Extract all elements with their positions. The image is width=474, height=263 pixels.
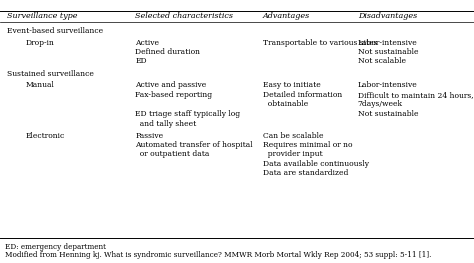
Text: Detailed information: Detailed information [263, 91, 342, 99]
Text: and tally sheet: and tally sheet [135, 120, 196, 128]
Text: or outpatient data: or outpatient data [135, 150, 210, 158]
Text: Automated transfer of hospital: Automated transfer of hospital [135, 141, 253, 149]
Text: Surveillance type: Surveillance type [7, 12, 78, 20]
Text: Labor-intensive: Labor-intensive [358, 82, 418, 89]
Text: ED triage staff typically log: ED triage staff typically log [135, 110, 240, 118]
Text: provider input: provider input [263, 150, 323, 158]
Text: Advantages: Advantages [263, 12, 310, 20]
Text: 7days/week: 7days/week [358, 100, 403, 108]
Text: Not sustainable: Not sustainable [358, 48, 419, 56]
Text: Difficult to maintain 24 hours,: Difficult to maintain 24 hours, [358, 91, 474, 99]
Text: Electronic: Electronic [26, 132, 65, 140]
Text: Disadvantages: Disadvantages [358, 12, 417, 20]
Text: Active: Active [135, 39, 159, 47]
Text: ED: ED [135, 57, 147, 65]
Text: Sustained surveillance: Sustained surveillance [7, 70, 94, 78]
Text: Data are standardized: Data are standardized [263, 169, 348, 177]
Text: Fax-based reporting: Fax-based reporting [135, 91, 212, 99]
Text: ED: emergency department: ED: emergency department [5, 243, 106, 251]
Text: Data available continuously: Data available continuously [263, 160, 369, 168]
Text: Requires minimal or no: Requires minimal or no [263, 141, 353, 149]
Text: Selected characteristics: Selected characteristics [135, 12, 233, 20]
Text: Not scalable: Not scalable [358, 57, 406, 65]
Text: Manual: Manual [26, 82, 55, 89]
Text: Event-based surveillance: Event-based surveillance [7, 27, 103, 35]
Text: Easy to initiate: Easy to initiate [263, 82, 321, 89]
Text: Transportable to various sites: Transportable to various sites [263, 39, 378, 47]
Text: Active and passive: Active and passive [135, 82, 206, 89]
Text: obtainable: obtainable [263, 100, 308, 108]
Text: Not sustainable: Not sustainable [358, 110, 419, 118]
Text: Can be scalable: Can be scalable [263, 132, 324, 140]
Text: Passive: Passive [135, 132, 163, 140]
Text: Modified from Henning kj. What is syndromic surveillance? MMWR Morb Mortal Wkly : Modified from Henning kj. What is syndro… [5, 251, 431, 259]
Text: Defined duration: Defined duration [135, 48, 200, 56]
Text: Drop-in: Drop-in [26, 39, 55, 47]
Text: Labor-intensive: Labor-intensive [358, 39, 418, 47]
